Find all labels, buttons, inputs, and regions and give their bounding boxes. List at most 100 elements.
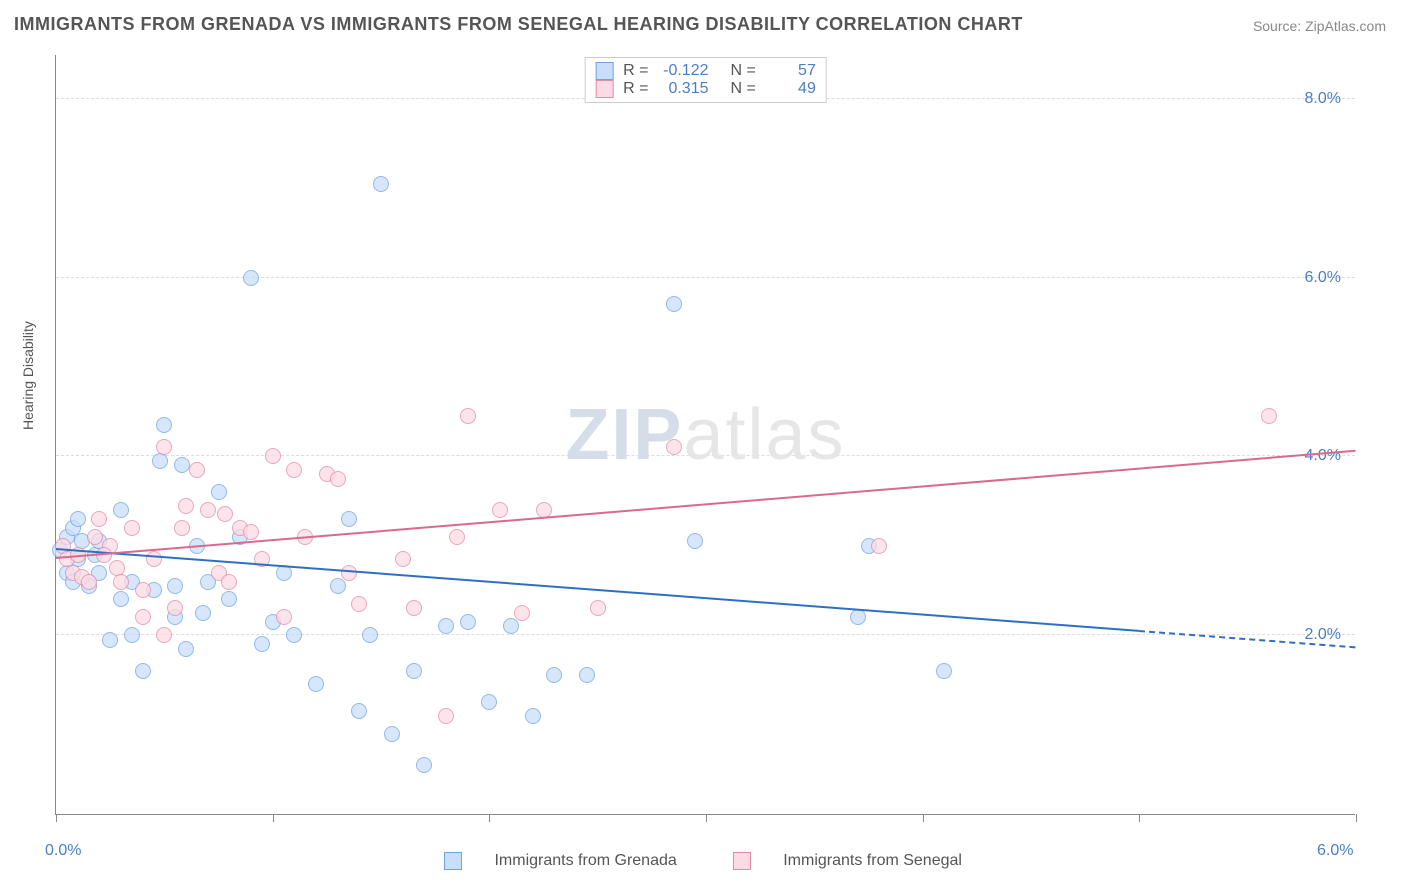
scatter-point	[87, 529, 103, 545]
chart-title: IMMIGRANTS FROM GRENADA VS IMMIGRANTS FR…	[14, 14, 1023, 35]
scatter-point	[525, 708, 541, 724]
scatter-point	[308, 676, 324, 692]
y-tick-label: 4.0%	[1305, 447, 1341, 465]
x-tick	[489, 814, 490, 822]
scatter-point	[113, 591, 129, 607]
scatter-point	[871, 538, 887, 554]
x-tick-label-last: 6.0%	[1317, 842, 1353, 860]
scatter-point	[276, 609, 292, 625]
scatter-point	[936, 663, 952, 679]
y-tick-label: 6.0%	[1305, 269, 1341, 287]
x-tick	[1139, 814, 1140, 822]
scatter-point	[481, 694, 497, 710]
x-tick	[923, 814, 924, 822]
y-axis-label: Hearing Disability	[20, 321, 36, 430]
stat-n-label: N =	[731, 62, 756, 80]
scatter-point	[156, 417, 172, 433]
gridline-horizontal	[56, 455, 1355, 456]
scatter-point	[351, 703, 367, 719]
scatter-point	[384, 726, 400, 742]
correlation-chart: IMMIGRANTS FROM GRENADA VS IMMIGRANTS FR…	[0, 0, 1406, 892]
scatter-point	[195, 605, 211, 621]
legend-swatch	[444, 852, 462, 870]
x-tick-label-first: 0.0%	[45, 842, 81, 860]
scatter-point	[286, 462, 302, 478]
scatter-point	[217, 506, 233, 522]
source-attribution: Source: ZipAtlas.com	[1253, 18, 1386, 34]
scatter-point	[254, 636, 270, 652]
scatter-point	[850, 609, 866, 625]
scatter-point	[178, 498, 194, 514]
scatter-point	[406, 663, 422, 679]
trend-line	[56, 548, 1139, 632]
y-tick-label: 2.0%	[1305, 626, 1341, 644]
scatter-point	[1261, 408, 1277, 424]
scatter-point	[174, 520, 190, 536]
scatter-point	[406, 600, 422, 616]
scatter-point	[460, 614, 476, 630]
scatter-point	[373, 176, 389, 192]
stat-n-value: 57	[766, 62, 816, 80]
scatter-point	[503, 618, 519, 634]
scatter-point	[211, 484, 227, 500]
scatter-point	[243, 524, 259, 540]
scatter-point	[156, 439, 172, 455]
x-tick	[273, 814, 274, 822]
watermark: ZIPatlas	[565, 394, 845, 476]
scatter-point	[167, 578, 183, 594]
legend-item: Immigrants from Senegal	[719, 852, 976, 869]
y-tick-label: 8.0%	[1305, 90, 1341, 108]
legend-swatch	[733, 852, 751, 870]
legend-swatch	[595, 62, 613, 80]
scatter-point	[200, 502, 216, 518]
scatter-point	[286, 627, 302, 643]
scatter-point	[395, 551, 411, 567]
scatter-point	[167, 600, 183, 616]
legend-label: Immigrants from Grenada	[494, 852, 676, 869]
x-tick	[1356, 814, 1357, 822]
scatter-point	[178, 641, 194, 657]
legend-label: Immigrants from Senegal	[783, 852, 962, 869]
scatter-point	[135, 663, 151, 679]
legend-stats-box: R =-0.122N =57R =0.315N =49	[584, 57, 827, 103]
trend-line	[56, 450, 1356, 559]
scatter-point	[124, 627, 140, 643]
x-tick	[706, 814, 707, 822]
scatter-point	[341, 511, 357, 527]
scatter-point	[514, 605, 530, 621]
scatter-point	[687, 533, 703, 549]
stat-r-label: R =	[623, 62, 648, 80]
scatter-point	[362, 627, 378, 643]
x-tick	[56, 814, 57, 822]
scatter-point	[330, 471, 346, 487]
scatter-point	[265, 448, 281, 464]
scatter-point	[146, 551, 162, 567]
scatter-point	[113, 502, 129, 518]
stat-n-value: 49	[766, 80, 816, 98]
scatter-point	[449, 529, 465, 545]
scatter-point	[416, 757, 432, 773]
scatter-point	[438, 618, 454, 634]
scatter-point	[666, 296, 682, 312]
scatter-point	[156, 627, 172, 643]
scatter-point	[221, 574, 237, 590]
legend-item: Immigrants from Grenada	[430, 852, 691, 869]
legend-stats-row: R = -0.122 N = 57	[595, 62, 816, 80]
stat-r-value: -0.122	[659, 62, 709, 80]
scatter-point	[546, 667, 562, 683]
legend-bottom: Immigrants from Grenada Immigrants from …	[0, 852, 1406, 870]
scatter-point	[102, 632, 118, 648]
scatter-point	[460, 408, 476, 424]
scatter-point	[81, 574, 97, 590]
scatter-point	[113, 574, 129, 590]
scatter-point	[221, 591, 237, 607]
scatter-point	[492, 502, 508, 518]
scatter-point	[438, 708, 454, 724]
scatter-point	[124, 520, 140, 536]
stat-n-label: N =	[731, 80, 756, 98]
gridline-horizontal	[56, 634, 1355, 635]
scatter-point	[666, 439, 682, 455]
scatter-point	[189, 462, 205, 478]
scatter-point	[70, 511, 86, 527]
plot-area: ZIPatlas R =-0.122N =57R =0.315N =49 2.0…	[55, 55, 1355, 815]
